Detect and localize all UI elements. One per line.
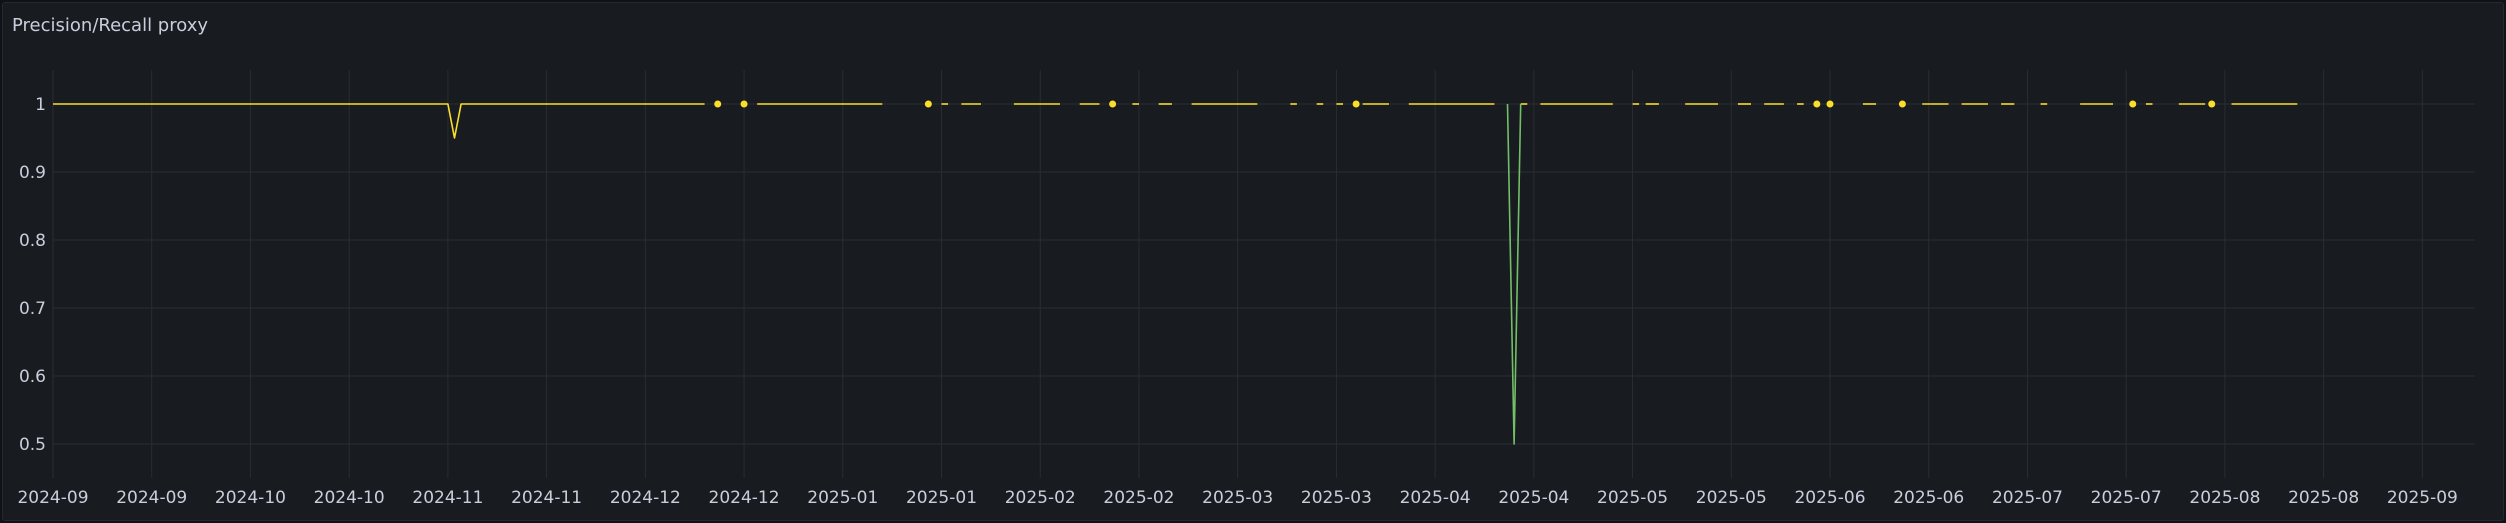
series-lines: [53, 100, 2298, 445]
series-point: [2129, 100, 2137, 108]
x-tick-label: 2025-04: [1400, 488, 1471, 508]
y-tick-label: 0.8: [19, 231, 46, 251]
y-tick-label: 0.6: [19, 367, 46, 387]
y-tick-label: 1: [35, 95, 46, 115]
x-tick-label: 2025-03: [1202, 488, 1273, 508]
series-line: [1506, 103, 1522, 445]
x-tick-label: 2024-09: [116, 488, 187, 508]
x-tick-label: 2025-01: [807, 488, 878, 508]
series-point: [2208, 100, 2216, 108]
x-tick-label: 2025-03: [1301, 488, 1372, 508]
x-tick-label: 2024-12: [709, 488, 780, 508]
x-tick-label: 2024-10: [314, 488, 385, 508]
x-tick-label: 2025-05: [1696, 488, 1767, 508]
series-point: [1813, 100, 1821, 108]
series-point: [740, 100, 748, 108]
x-tick-label: 2025-06: [1893, 488, 1964, 508]
x-axis-ticks: 2024-09 2024-09 2024-10 2024-10 2024-11 2024-…: [17, 488, 2457, 508]
series-point: [924, 100, 932, 108]
x-tick-label: 2025-07: [1992, 488, 2063, 508]
grid-lines: [52, 70, 2475, 478]
x-tick-label: 2025-08: [2288, 488, 2359, 508]
x-tick-label: 2025-04: [1498, 488, 1569, 508]
x-tick-label: 2025-09: [2387, 488, 2458, 508]
series-point: [1826, 100, 1834, 108]
y-tick-label: 0.7: [19, 299, 46, 319]
x-tick-label: 2024-12: [610, 488, 681, 508]
x-tick-label: 2025-05: [1597, 488, 1668, 508]
x-tick-label: 2025-07: [2091, 488, 2162, 508]
series-point: [1352, 100, 1360, 108]
x-tick-label: 2024-11: [412, 488, 483, 508]
x-tick-label: 2025-06: [1794, 488, 1865, 508]
x-tick-label: 2024-11: [511, 488, 582, 508]
x-tick-label: 2025-02: [1005, 488, 1076, 508]
y-tick-label: 0.9: [19, 163, 46, 183]
series-point: [1898, 100, 1906, 108]
y-tick-label: 0.5: [19, 435, 46, 455]
x-tick-label: 2025-08: [2189, 488, 2260, 508]
series-line: [53, 103, 705, 139]
x-tick-label: 2025-01: [906, 488, 977, 508]
x-tick-label: 2024-09: [17, 488, 88, 508]
x-tick-label: 2025-02: [1103, 488, 1174, 508]
panel-title: Precision/Recall proxy: [12, 15, 208, 36]
x-tick-label: 2024-10: [215, 488, 286, 508]
series-point: [714, 100, 722, 108]
line-chart: 10.90.80.70.60.5 2024-09 2024-09 2024-10 20…: [17, 70, 2475, 508]
y-axis-ticks: 1 0.9 0.8 0.7 0.6 0.5: [19, 95, 46, 455]
series-point: [1109, 100, 1117, 108]
